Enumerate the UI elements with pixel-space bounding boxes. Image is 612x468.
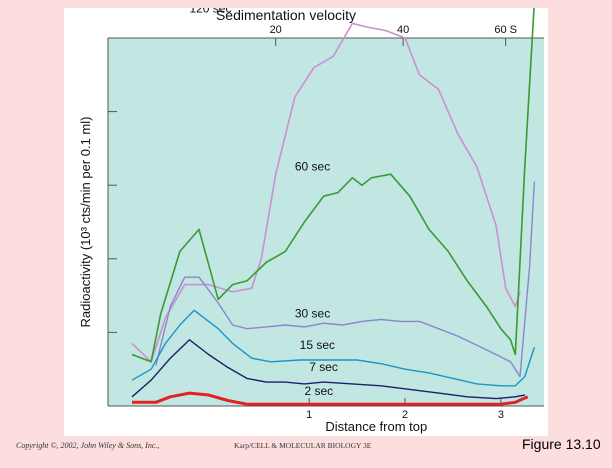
series-60-sec (131, 8, 535, 363)
credit-text: Karp/CELL & MOLECULAR BIOLOGY 3E (234, 441, 372, 450)
figure-panel: 1 2 3 20 40 60 S Sedimentation velocity Distanc… (64, 8, 548, 436)
plot-background (108, 38, 544, 406)
series-label-30-sec: 30 sec (295, 307, 330, 321)
top-tick-label: 60 S (494, 24, 517, 36)
series-label-120-sec: 120 sec (189, 8, 231, 15)
x-axis-label: Distance from top (325, 419, 427, 434)
series-label-2-sec: 2 sec (304, 384, 333, 398)
figure-label: Figure 13.10 (522, 436, 601, 452)
series-2-sec (131, 391, 529, 406)
series-7-sec (131, 339, 525, 400)
x-tick-label: 2 (402, 409, 408, 421)
x-tick-label: 1 (306, 409, 312, 421)
series-label-15-sec: 15 sec (300, 338, 335, 352)
series-label-60-sec: 60 sec (295, 159, 330, 173)
top-tick-label: 40 (397, 24, 409, 36)
copyright-text: Copyright ©, 2002, John Wiley & Sons, In… (16, 441, 160, 450)
chart-title: Sedimentation velocity (216, 8, 356, 23)
series-line-2-sec (132, 391, 529, 406)
series-line-30-sec (155, 181, 536, 378)
series-label-7-sec: 7 sec (309, 360, 338, 374)
sedimentation-chart: 1 2 3 20 40 60 S Sedimentation velocity Distanc… (78, 8, 544, 434)
x-tick-label: 3 (498, 409, 504, 421)
top-tick-label: 20 (270, 24, 282, 36)
y-axis-label: Radioactivity (10³ cts/min per 0.1 ml) (78, 117, 93, 328)
series-30-sec (155, 181, 536, 378)
series-15-sec (131, 309, 536, 387)
